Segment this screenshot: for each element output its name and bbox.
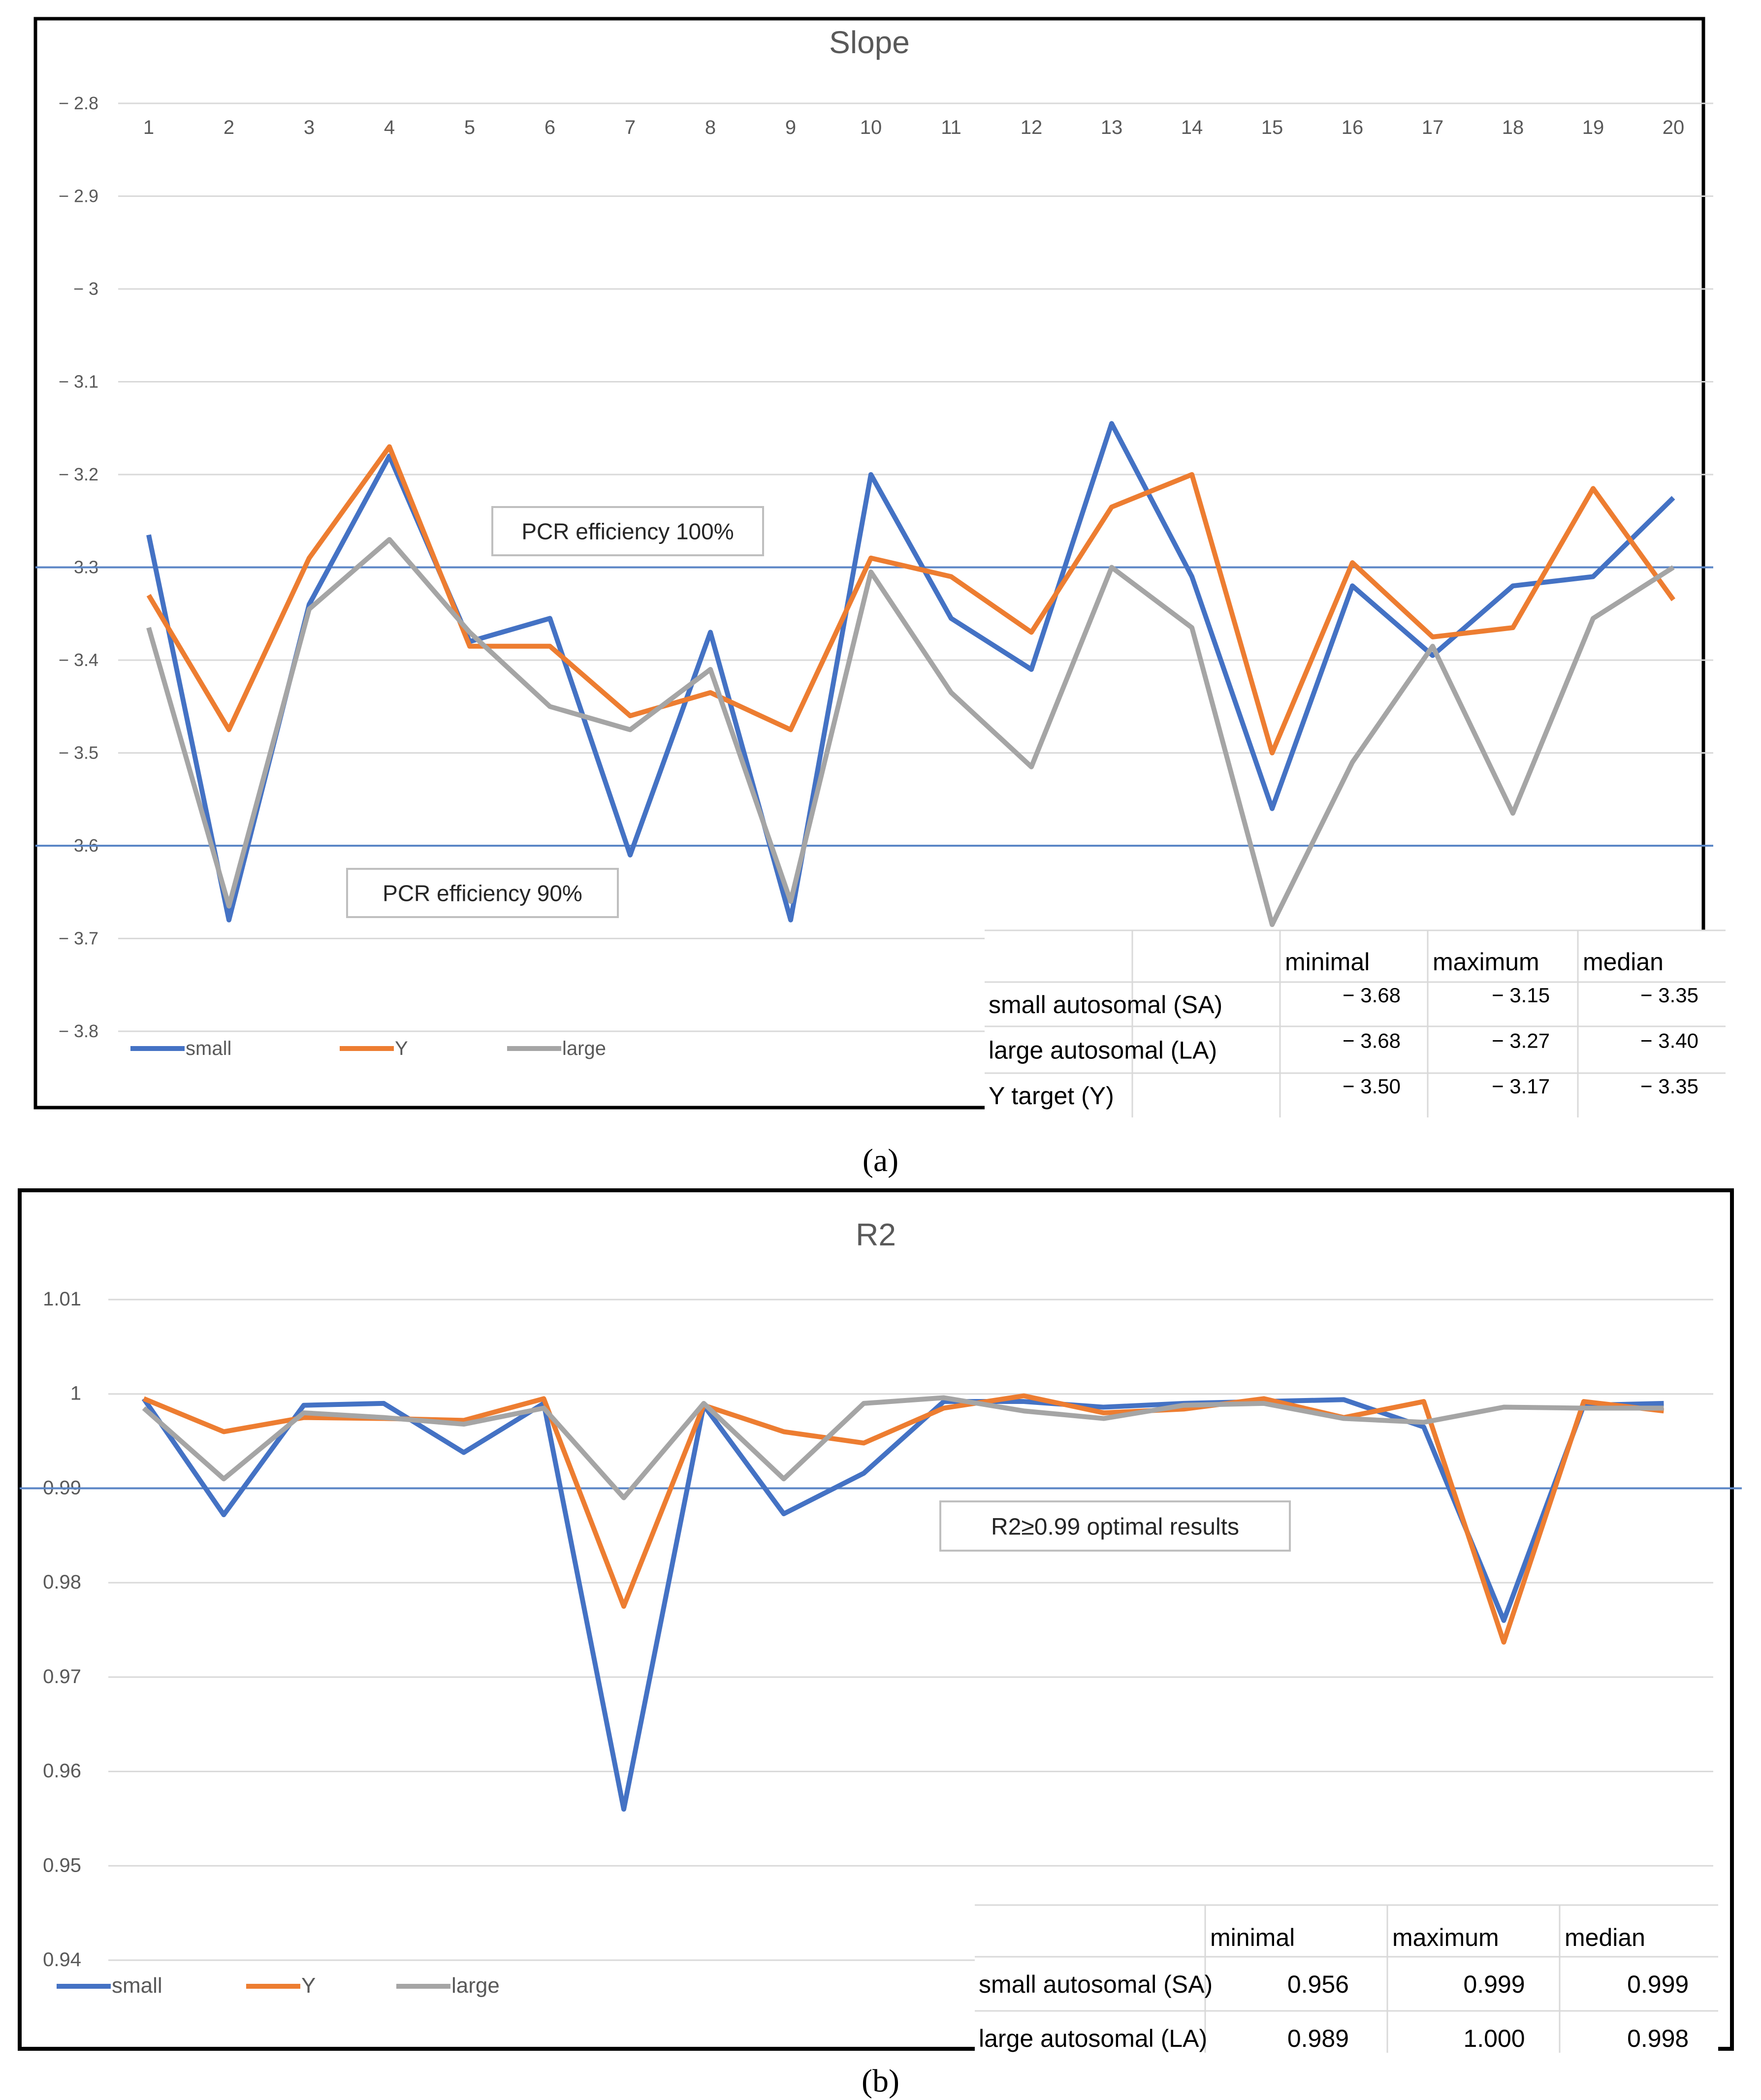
y-tick-label: 0.95 — [43, 1854, 81, 1876]
x-tick-label: 4 — [384, 117, 395, 138]
y-tick-label: − 3.4 — [59, 650, 98, 670]
y-tick-label: − 3.7 — [59, 928, 98, 949]
y-tick-label: 1.01 — [43, 1288, 81, 1310]
x-tick-label: 3 — [304, 117, 315, 138]
reference-label-box — [346, 868, 619, 918]
table-cell: 0.998 — [1627, 2025, 1689, 2052]
x-tick-label: 2 — [224, 117, 234, 138]
legend-label: Y — [301, 1973, 316, 1998]
x-tick-label: 6 — [544, 117, 555, 138]
x-tick-label: 13 — [1101, 117, 1123, 138]
x-tick-label: 19 — [1582, 117, 1604, 138]
series-line-small — [146, 421, 1675, 923]
x-tick-label: 7 — [625, 117, 636, 138]
y-tick-label: − 3.5 — [59, 743, 98, 763]
legend-label: large — [451, 1973, 500, 1998]
table-cell: − 3.35 — [1640, 984, 1698, 1007]
x-tick-label: 10 — [860, 117, 882, 138]
x-tick-label: 20 — [1663, 117, 1685, 138]
x-tick-label: 1 — [143, 117, 154, 138]
table-cell: − 3.15 — [1492, 984, 1550, 1007]
y-tick-label: 0.96 — [43, 1760, 81, 1782]
table-cell: − 3.68 — [1343, 984, 1401, 1007]
table-header: median — [1565, 1924, 1645, 1951]
y-tick-label: 0.98 — [43, 1571, 81, 1593]
table-cell: − 3.68 — [1343, 1029, 1401, 1052]
reference-label-box — [491, 506, 764, 556]
series-line-y — [146, 444, 1676, 756]
x-tick-label: 11 — [941, 117, 961, 138]
table-background — [975, 1905, 1718, 2053]
table-cell: 0.999 — [1627, 1971, 1689, 1998]
legend-label: small — [186, 1038, 231, 1059]
table-cell: 0.989 — [1287, 2025, 1349, 2052]
y-tick-label: − 2.9 — [59, 186, 98, 206]
x-tick-label: 8 — [705, 117, 716, 138]
x-tick-label: 18 — [1502, 117, 1524, 138]
y-tick-label: − 3.1 — [59, 372, 98, 392]
table-cell: − 3.27 — [1492, 1029, 1550, 1052]
x-tick-label: 15 — [1261, 117, 1283, 138]
table-cell: 0.999 — [1463, 1971, 1525, 1998]
table-header: maximum — [1392, 1924, 1499, 1951]
x-tick-label: 16 — [1342, 117, 1364, 138]
table-header: maximum — [1433, 948, 1539, 976]
x-tick-label: 17 — [1422, 117, 1444, 138]
legend-label: small — [112, 1973, 162, 1998]
table-header: median — [1583, 948, 1664, 976]
y-tick-label: 0.97 — [43, 1666, 81, 1687]
reference-label: PCR efficiency 90% — [383, 881, 582, 906]
table-row-label: small autosomal (SA) — [989, 991, 1222, 1018]
y-tick-label: − 2.8 — [59, 93, 98, 113]
caption-b: (b) — [862, 2063, 899, 2099]
y-tick-label: − 3 — [73, 279, 98, 299]
series-line-large — [142, 1395, 1664, 1500]
table-cell: − 3.50 — [1343, 1075, 1401, 1098]
table-row-label: large autosomal (LA) — [979, 2025, 1207, 2052]
chart-title: R2 — [856, 1217, 896, 1252]
x-tick-label: 9 — [785, 117, 796, 138]
reference-label: PCR efficiency 100% — [521, 519, 734, 544]
table-cell: − 3.35 — [1640, 1075, 1698, 1098]
series-line-large — [146, 537, 1675, 927]
reference-label-box — [939, 1500, 1291, 1552]
reference-label: R2≥0.99 optimal results — [991, 1514, 1239, 1540]
y-tick-label: 0.94 — [43, 1949, 81, 1971]
y-tick-label: 1 — [70, 1383, 81, 1404]
x-tick-label: 12 — [1021, 117, 1043, 138]
table-cell: 1.000 — [1463, 2025, 1525, 2052]
y-tick-label: − 3.8 — [59, 1021, 98, 1041]
x-tick-label: 5 — [464, 117, 475, 138]
x-tick-label: 14 — [1181, 117, 1203, 138]
slope-chart: Slope− 2.8− 2.9− 3− 3.1− 3.2− 3.3− 3.4− … — [33, 17, 1726, 1117]
table-row-label: small autosomal (SA) — [979, 1971, 1213, 1998]
table-header: minimal — [1210, 1924, 1295, 1951]
y-tick-label: − 3.2 — [59, 464, 98, 484]
table-cell: 0.956 — [1287, 1971, 1349, 1998]
caption-a: (a) — [862, 1143, 899, 1178]
table-cell: − 3.40 — [1640, 1029, 1698, 1052]
legend-label: large — [562, 1038, 606, 1059]
chart-title: Slope — [829, 25, 910, 60]
legend-label: Y — [395, 1038, 408, 1059]
table-cell: − 3.17 — [1492, 1075, 1550, 1098]
table-header: minimal — [1285, 948, 1370, 976]
table-row-label: large autosomal (LA) — [989, 1037, 1217, 1064]
table-row-label: Y target (Y) — [989, 1082, 1114, 1110]
